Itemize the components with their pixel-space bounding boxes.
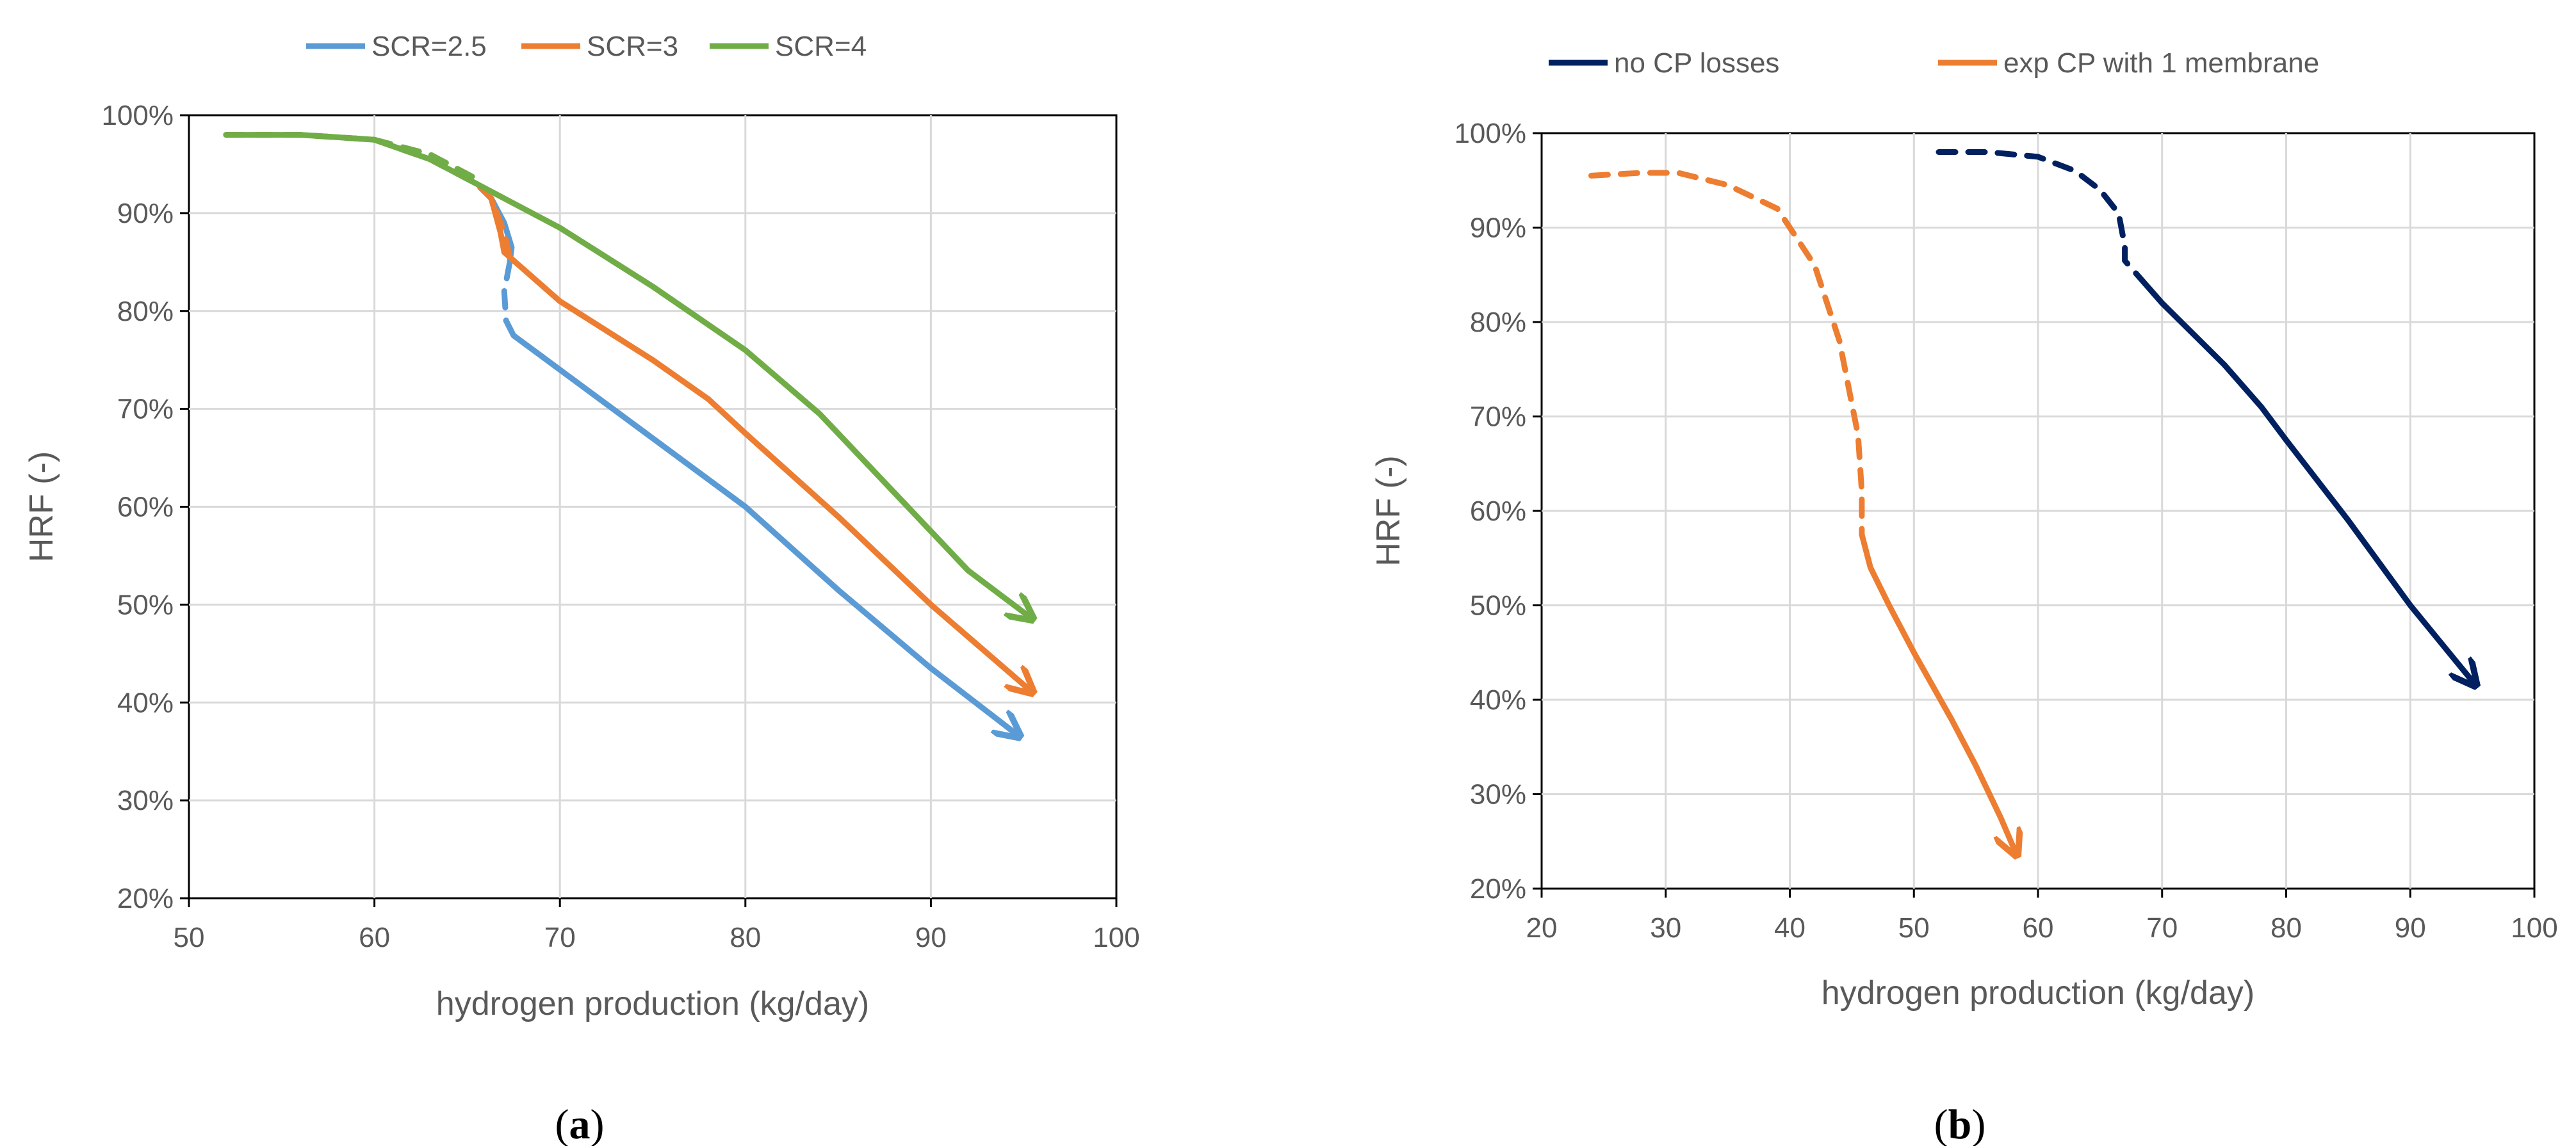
y-tick-label: 70%	[117, 394, 174, 425]
x-axis-title: hydrogen production (kg/day)	[436, 985, 869, 1022]
chart-b: 20 30 40 50 60 70 80 90 100 20% 30% 40% 50% 60% 70% 80%…	[1370, 47, 2558, 1146]
x-axis-title: hydrogen production (kg/day)	[1822, 974, 2254, 1012]
x-tick-label: 80	[2270, 912, 2302, 944]
y-tick-label: 50%	[117, 589, 174, 620]
legend-label: SCR=4	[775, 31, 867, 62]
series-line-no-cp-losses-solid	[2134, 271, 2476, 686]
y-tick-label: 90%	[1470, 213, 1526, 244]
legend-label: no CP losses	[1614, 47, 1779, 79]
x-tick-label: 60	[2023, 912, 2054, 944]
panel-label: (b)	[1934, 1101, 1986, 1146]
series-line-scr-2-5-solid	[503, 318, 1020, 737]
y-tick-label: 100%	[101, 100, 174, 131]
x-tick-label: 30	[1650, 912, 1681, 944]
y-tick-label: 30%	[117, 785, 174, 816]
series-line-no-cp-losses-dashed	[1936, 149, 2140, 278]
panel-label: (a)	[555, 1101, 605, 1146]
panel-label-open: (	[555, 1101, 569, 1146]
y-tick-label: 90%	[117, 198, 174, 229]
panel-label-letter: b	[1948, 1101, 1972, 1146]
series-line-scr-4-solid	[223, 132, 1033, 620]
x-tick-label: 40	[1774, 912, 1806, 944]
y-tick-label: 40%	[117, 687, 174, 718]
x-tick-label: 80	[730, 922, 761, 953]
series-line-exp-cp-with-1-membrane-solid	[1859, 531, 2017, 856]
y-tick-label: 60%	[1470, 496, 1526, 527]
y-axis-title: HRF (-)	[1370, 455, 1407, 566]
y-tick-label: 20%	[1470, 873, 1526, 905]
x-tick-label: 70	[2146, 912, 2178, 944]
y-tick-label: 80%	[1470, 307, 1526, 338]
legend-label: SCR=3	[587, 31, 678, 62]
x-tick-label: 90	[2395, 912, 2426, 944]
y-tick-label: 30%	[1470, 779, 1526, 811]
panel-label-close: )	[591, 1101, 605, 1146]
series-line-scr-2-5-dashed	[501, 259, 513, 324]
y-tick-label: 40%	[1470, 684, 1526, 716]
x-tick-label: 50	[1898, 912, 1930, 944]
y-tick-label: 50%	[1470, 590, 1526, 622]
y-tick-label: 100%	[1454, 118, 1526, 149]
legend-label: exp CP with 1 membrane	[2003, 47, 2319, 79]
panel-label-close: )	[1971, 1101, 1985, 1146]
legend-label: SCR=2.5	[371, 31, 487, 62]
x-tick-label: 100	[1093, 922, 1139, 953]
x-tick-label: 50	[174, 922, 205, 953]
y-axis-title: HRF (-)	[23, 451, 60, 562]
y-tick-label: 80%	[117, 296, 174, 327]
panel-label-open: (	[1934, 1101, 1948, 1146]
panel-label-letter: a	[569, 1101, 591, 1146]
y-tick-label: 60%	[117, 492, 174, 523]
x-tick-label: 20	[1526, 912, 1558, 944]
x-tick-label: 60	[359, 922, 390, 953]
y-tick-label: 20%	[117, 883, 174, 914]
x-tick-label: 70	[544, 922, 576, 953]
x-tick-label: 90	[915, 922, 947, 953]
series-line-scr-3-solid	[488, 195, 1033, 693]
chart-a: 50 60 70 80 90 100 20% 30% 40% 50% 60% 70% 80% 90% 100…	[23, 31, 1140, 1146]
y-tick-label: 70%	[1470, 401, 1526, 433]
x-tick-label: 100	[2511, 912, 2557, 944]
series-line-exp-cp-with-1-membrane-dashed	[1588, 170, 1865, 538]
